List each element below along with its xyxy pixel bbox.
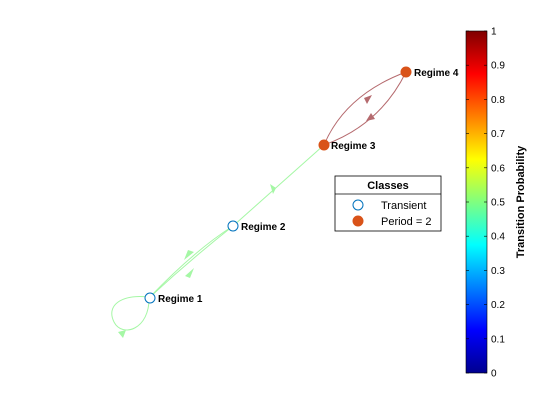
colorbar-tick-label: 0.9	[491, 61, 505, 72]
legend-label-transient: Transient	[381, 200, 426, 212]
edge-regime3-to-regime4	[323, 71, 407, 146]
colorbar-tick-label: 0.4	[491, 232, 505, 243]
colorbar-gradient	[465, 30, 488, 374]
edge-regime3-to-regime4-arrow	[366, 113, 375, 121]
node-label-regime-3: Regime 3	[331, 141, 376, 152]
node-regime-2[interactable]	[227, 220, 239, 232]
colorbar-tick-label: 0.5	[491, 198, 505, 209]
node-regime-1[interactable]	[144, 292, 156, 304]
colorbar-ticks: 0 0.1 0.2 0.3 0.4 0.5 0.6 0.7 0.8 0.9 1	[466, 27, 505, 380]
colorbar: 0 0.1 0.2 0.3 0.4 0.5 0.6 0.7 0.8 0.9 1 Transition…	[465, 27, 527, 380]
edge-regime2-to-regime1	[149, 225, 234, 298]
edge-regime1-to-regime2-arrow	[185, 268, 194, 278]
edge-regime4-to-regime3	[323, 71, 407, 146]
edge-regime4-to-regime3-arrow	[364, 95, 372, 104]
colorbar-tick-label: 0.3	[491, 266, 505, 277]
colorbar-tick-label: 0.2	[491, 300, 505, 311]
edge-regime2-to-regime1-arrow	[184, 250, 194, 260]
node-label-regime-2: Regime 2	[241, 222, 286, 233]
edge-regime1-self-loop	[111, 296, 150, 331]
node-regime-4[interactable]	[400, 66, 412, 78]
nodes: Regime 1 Regime 2 Regime 3 Regime 4	[144, 66, 459, 305]
legend: Classes Transient Period = 2	[334, 175, 442, 232]
node-label-regime-1: Regime 1	[158, 294, 203, 305]
colorbar-tick-label: 0.6	[491, 163, 505, 174]
colorbar-tick-label: 1	[491, 27, 497, 38]
edge-regime2-to-regime3	[232, 144, 325, 227]
legend-title: Classes	[367, 180, 409, 192]
colorbar-tick-label: 0.8	[491, 95, 505, 106]
edge-regime2-to-regime3-arrow	[270, 184, 276, 194]
edge-regime1-to-regime2	[149, 225, 234, 298]
colorbar-tick-label: 0.1	[491, 334, 505, 345]
colorbar-tick-label: 0	[491, 369, 497, 380]
colorbar-label: Transition Probability	[515, 145, 527, 258]
node-label-regime-4: Regime 4	[414, 68, 459, 79]
colorbar-tick-label: 0.7	[491, 129, 505, 140]
edge-self-loop-arrow	[118, 330, 126, 338]
legend-label-period: Period = 2	[381, 216, 431, 228]
edges	[111, 71, 407, 338]
legend-marker-transient	[352, 199, 364, 211]
node-regime-3[interactable]	[318, 139, 330, 151]
legend-marker-period	[352, 215, 364, 227]
